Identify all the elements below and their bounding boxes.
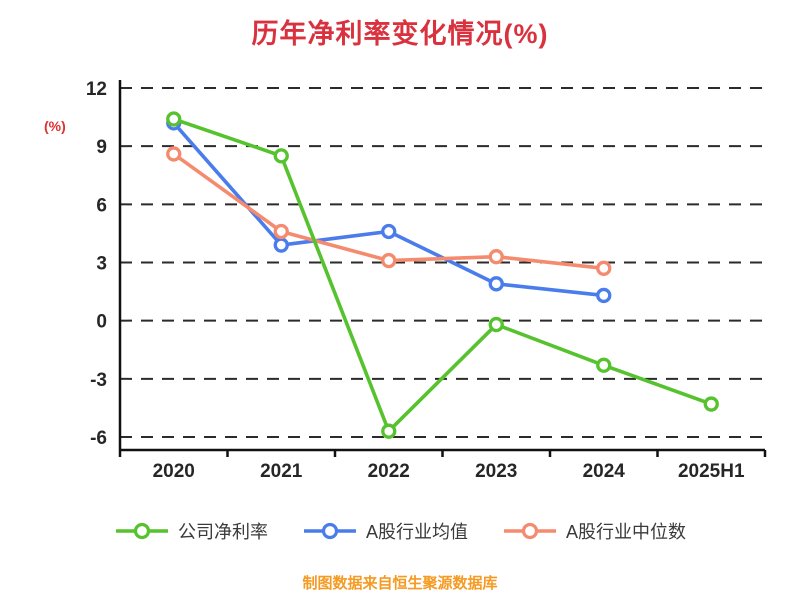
legend: 公司净利率 A股行业均值 A股行业中位数 — [0, 518, 800, 544]
svg-text:2023: 2023 — [475, 461, 517, 482]
legend-label-company: 公司净利率 — [177, 522, 268, 542]
legend-item-industry-avg: A股行业均值 — [302, 518, 468, 544]
svg-text:9: 9 — [96, 137, 107, 158]
svg-text:2021: 2021 — [260, 461, 303, 482]
legend-marker-industry-median-icon — [504, 522, 556, 540]
svg-text:12: 12 — [86, 79, 107, 100]
legend-item-company: 公司净利率 — [114, 518, 268, 544]
y-axis-label: (%) — [44, 118, 66, 134]
legend-label-industry-avg: A股行业均值 — [365, 522, 468, 542]
svg-text:0: 0 — [96, 312, 107, 333]
legend-marker-industry-avg-icon — [303, 522, 356, 540]
legend-marker-company-icon — [115, 522, 168, 540]
line-chart: 12 9 6 3 0 -3 -6 2020 2021 2022 2023 2024 2025H1 — [86, 79, 767, 482]
svg-text:-6: -6 — [90, 428, 107, 449]
legend-label-industry-median: A股行业中位数 — [566, 522, 687, 542]
svg-text:2020: 2020 — [153, 461, 195, 482]
svg-text:3: 3 — [96, 254, 107, 275]
legend-item-industry-median: A股行业中位数 — [502, 518, 686, 544]
svg-text:6: 6 — [96, 195, 107, 216]
svg-text:2024: 2024 — [583, 461, 626, 482]
data-source-note: 制图数据来自恒生聚源数据库 — [302, 575, 498, 592]
svg-text:-3: -3 — [90, 370, 107, 391]
svg-text:2025H1: 2025H1 — [678, 461, 745, 482]
chart-title: 历年净利率变化情况(%) — [251, 19, 549, 49]
svg-text:2022: 2022 — [368, 461, 410, 482]
